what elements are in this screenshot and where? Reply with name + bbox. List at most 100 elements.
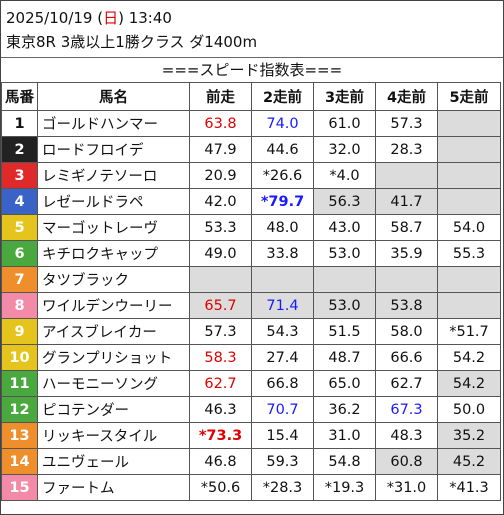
speed-index-cell bbox=[437, 292, 501, 319]
horse-name: ゴールドハンマー bbox=[37, 110, 190, 137]
speed-index-cell: *19.3 bbox=[313, 474, 376, 501]
horse-number: 9 bbox=[1, 318, 38, 345]
speed-index-cell: 54.2 bbox=[437, 370, 501, 397]
speed-index-cell: 67.3 bbox=[375, 396, 438, 423]
speed-index-cell: 43.0 bbox=[313, 214, 376, 241]
speed-index-cell: 56.3 bbox=[313, 188, 376, 215]
speed-index-cell: 54.8 bbox=[313, 448, 376, 475]
speed-index-cell: 54.0 bbox=[437, 214, 501, 241]
speed-index-cell: 50.0 bbox=[437, 396, 501, 423]
horse-name: ロードフロイデ bbox=[37, 136, 190, 163]
speed-index-cell: *26.6 bbox=[251, 162, 314, 189]
horse-name: ワイルデンウーリー bbox=[37, 292, 190, 319]
speed-index-cell: 60.8 bbox=[375, 448, 438, 475]
horse-name: リッキースタイル bbox=[37, 422, 190, 449]
race-info: 東京8R 3歳以上1勝クラス ダ1400m bbox=[6, 33, 258, 51]
race-datetime: 2025/10/19 (日) 13:40 bbox=[6, 8, 172, 28]
speed-index-cell: 51.5 bbox=[313, 318, 376, 345]
horse-number: 11 bbox=[1, 370, 38, 397]
speed-index-cell bbox=[313, 266, 376, 293]
col-header-num: 馬番 bbox=[1, 82, 38, 111]
speed-index-cell: 53.0 bbox=[313, 240, 376, 267]
speed-index-cell: *50.6 bbox=[189, 474, 252, 501]
speed-index-cell: 35.2 bbox=[437, 422, 501, 449]
speed-index-cell: 45.2 bbox=[437, 448, 501, 475]
col-header-name: 馬名 bbox=[37, 82, 190, 111]
speed-index-cell: 53.8 bbox=[375, 292, 438, 319]
speed-index-cell: 48.3 bbox=[375, 422, 438, 449]
speed-index-cell: 57.3 bbox=[375, 110, 438, 137]
speed-index-cell: 59.3 bbox=[251, 448, 314, 475]
table-row: 4 レゼールドラペ 42.0 *79.7 56.3 41.7 bbox=[1, 188, 501, 215]
table-row: 3 レミギノテソーロ 20.9 *26.6 *4.0 bbox=[1, 162, 501, 189]
table-row: 15 ファートム *50.6 *28.3 *19.3 *31.0 *41.3 bbox=[1, 474, 501, 501]
speed-index-cell: 28.3 bbox=[375, 136, 438, 163]
horse-number: 7 bbox=[1, 266, 38, 293]
speed-index-cell: 54.3 bbox=[251, 318, 314, 345]
table-row: 11 ハーモニーソング 62.7 66.8 65.0 62.7 54.2 bbox=[1, 370, 501, 397]
speed-index-cell bbox=[375, 266, 438, 293]
weekday-text: 日 bbox=[103, 9, 119, 27]
speed-index-cell: 58.3 bbox=[189, 344, 252, 371]
table-row: 2 ロードフロイデ 47.9 44.6 32.0 28.3 bbox=[1, 136, 501, 163]
horse-number: 4 bbox=[1, 188, 38, 215]
speed-index-cell: *51.7 bbox=[437, 318, 501, 345]
speed-index-cell: 49.0 bbox=[189, 240, 252, 267]
speed-index-cell: 57.3 bbox=[189, 318, 252, 345]
col-header-4back: 4走前 bbox=[375, 82, 438, 111]
speed-index-cell: 58.0 bbox=[375, 318, 438, 345]
speed-index-cell: 48.7 bbox=[313, 344, 376, 371]
speed-index-cell: 31.0 bbox=[313, 422, 376, 449]
speed-index-cell: 62.7 bbox=[375, 370, 438, 397]
speed-index-cell: 61.0 bbox=[313, 110, 376, 137]
speed-index-cell bbox=[251, 266, 314, 293]
speed-index-cell: 70.7 bbox=[251, 396, 314, 423]
speed-index-cell: 55.3 bbox=[437, 240, 501, 267]
table-row: 12 ピコテンダー 46.3 70.7 36.2 67.3 50.0 bbox=[1, 396, 501, 423]
speed-index-cell: 71.4 bbox=[251, 292, 314, 319]
horse-name: アイスブレイカー bbox=[37, 318, 190, 345]
table-row: 5 マーゴットレーヴ 53.3 48.0 43.0 58.7 54.0 bbox=[1, 214, 501, 241]
speed-index-cell: 27.4 bbox=[251, 344, 314, 371]
horse-number: 2 bbox=[1, 136, 38, 163]
horse-number: 13 bbox=[1, 422, 38, 449]
speed-index-cell bbox=[437, 162, 501, 189]
horse-number: 12 bbox=[1, 396, 38, 423]
speed-index-cell bbox=[437, 266, 501, 293]
horse-name: キチロクキャップ bbox=[37, 240, 190, 267]
speed-index-cell bbox=[437, 136, 501, 163]
speed-index-cell: 63.8 bbox=[189, 110, 252, 137]
speed-index-cell: 74.0 bbox=[251, 110, 314, 137]
speed-index-cell: 58.7 bbox=[375, 214, 438, 241]
horse-name: グランプリショット bbox=[37, 344, 190, 371]
col-header-2back: 2走前 bbox=[251, 82, 314, 111]
horse-number: 5 bbox=[1, 214, 38, 241]
speed-index-cell: 66.6 bbox=[375, 344, 438, 371]
speed-index-cell: 15.4 bbox=[251, 422, 314, 449]
table-title: ===スピード指数表=== bbox=[1, 57, 503, 82]
speed-index-cell bbox=[375, 162, 438, 189]
table-row: 10 グランプリショット 58.3 27.4 48.7 66.6 54.2 bbox=[1, 344, 501, 371]
speed-index-cell: 53.0 bbox=[313, 292, 376, 319]
horse-number: 3 bbox=[1, 162, 38, 189]
speed-index-cell: 36.2 bbox=[313, 396, 376, 423]
time-text: ) 13:40 bbox=[118, 9, 172, 27]
col-header-last: 前走 bbox=[189, 82, 252, 111]
horse-name: ファートム bbox=[37, 474, 190, 501]
speed-index-cell: 32.0 bbox=[313, 136, 376, 163]
horse-name: ピコテンダー bbox=[37, 396, 190, 423]
table-row: 14 ユニヴェール 46.8 59.3 54.8 60.8 45.2 bbox=[1, 448, 501, 475]
horse-number: 8 bbox=[1, 292, 38, 319]
speed-index-cell: 47.9 bbox=[189, 136, 252, 163]
speed-index-cell: 62.7 bbox=[189, 370, 252, 397]
horse-name: タツブラック bbox=[37, 266, 190, 293]
speed-index-cell: 35.9 bbox=[375, 240, 438, 267]
speed-index-cell: 54.2 bbox=[437, 344, 501, 371]
speed-index-cell: 20.9 bbox=[189, 162, 252, 189]
table-row: 6 キチロクキャップ 49.0 33.8 53.0 35.9 55.3 bbox=[1, 240, 501, 267]
table-row: 9 アイスブレイカー 57.3 54.3 51.5 58.0 *51.7 bbox=[1, 318, 501, 345]
horse-number: 6 bbox=[1, 240, 38, 267]
speed-index-cell: 66.8 bbox=[251, 370, 314, 397]
horse-number: 1 bbox=[1, 110, 38, 137]
speed-index-cell: *73.3 bbox=[189, 422, 252, 449]
